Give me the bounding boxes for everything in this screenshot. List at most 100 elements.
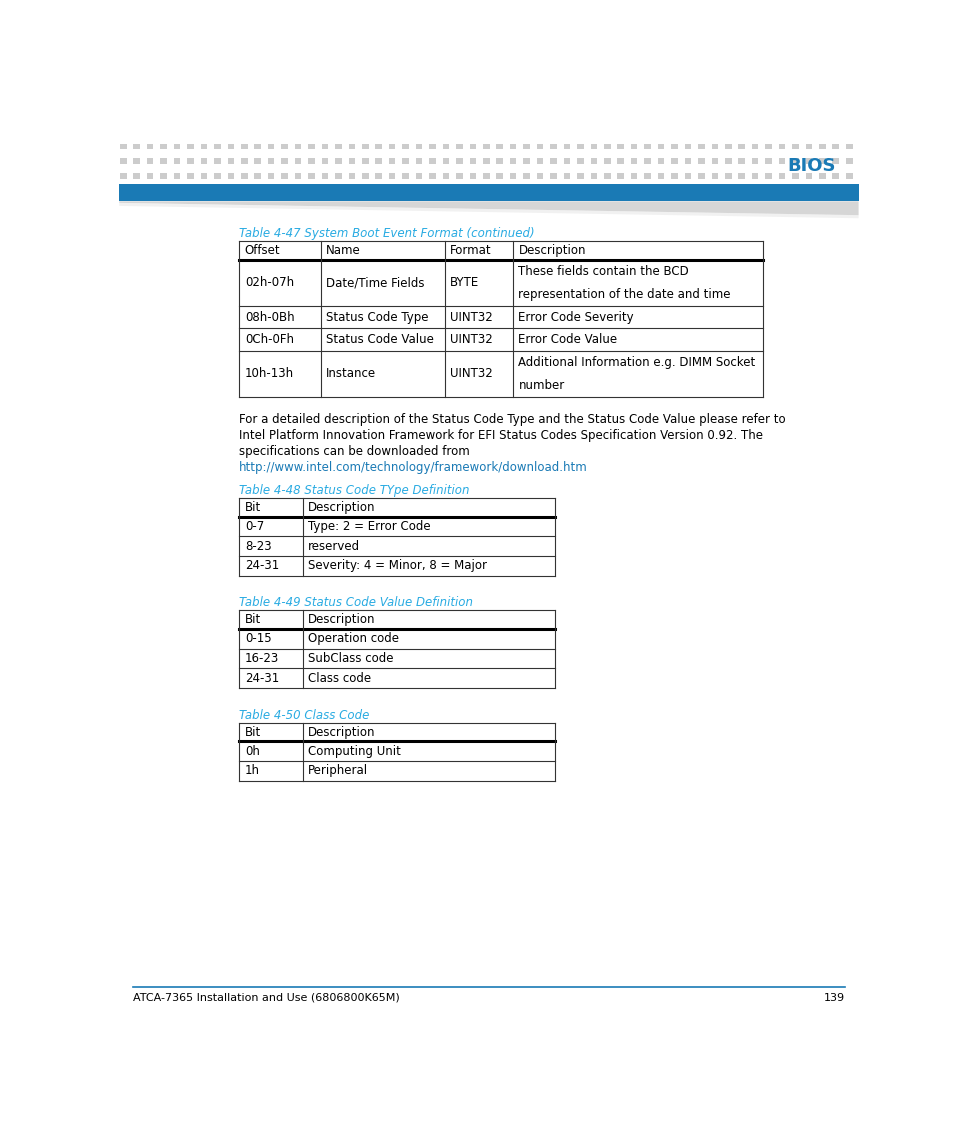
Bar bbox=[698, 173, 704, 179]
Bar bbox=[120, 173, 127, 179]
Text: For a detailed description of the Status Code Type and the Status Code Value ple: For a detailed description of the Status… bbox=[239, 413, 785, 426]
Text: Operation code: Operation code bbox=[308, 632, 399, 646]
Text: UINT32: UINT32 bbox=[450, 368, 493, 380]
Bar bbox=[268, 143, 274, 149]
Bar bbox=[804, 173, 811, 179]
Bar bbox=[684, 158, 691, 164]
Bar bbox=[281, 143, 288, 149]
Text: Date/Time Fields: Date/Time Fields bbox=[326, 276, 424, 290]
Bar bbox=[845, 173, 852, 179]
Text: Error Code Severity: Error Code Severity bbox=[517, 310, 634, 324]
Bar bbox=[228, 173, 233, 179]
Bar bbox=[348, 143, 355, 149]
Bar bbox=[550, 143, 557, 149]
Bar bbox=[643, 143, 650, 149]
Bar bbox=[509, 173, 516, 179]
Bar bbox=[603, 143, 610, 149]
Text: representation of the date and time: representation of the date and time bbox=[517, 287, 730, 301]
Bar bbox=[429, 143, 436, 149]
Bar bbox=[200, 158, 207, 164]
Bar bbox=[537, 143, 543, 149]
Text: Table 4-48 Status Code TYpe Definition: Table 4-48 Status Code TYpe Definition bbox=[239, 484, 470, 497]
Bar bbox=[147, 158, 153, 164]
Text: 0h: 0h bbox=[245, 744, 259, 758]
Bar bbox=[603, 158, 610, 164]
Bar bbox=[684, 173, 691, 179]
Bar bbox=[294, 173, 301, 179]
Bar bbox=[213, 173, 220, 179]
Text: Bit: Bit bbox=[245, 500, 261, 514]
Bar bbox=[845, 158, 852, 164]
Bar bbox=[294, 158, 301, 164]
Bar bbox=[416, 173, 422, 179]
Text: These fields contain the BCD: These fields contain the BCD bbox=[517, 266, 688, 278]
Bar bbox=[738, 143, 744, 149]
Bar bbox=[657, 173, 663, 179]
Bar bbox=[402, 158, 409, 164]
Text: 0-15: 0-15 bbox=[245, 632, 272, 646]
Bar bbox=[590, 173, 597, 179]
Bar bbox=[241, 143, 248, 149]
Bar bbox=[133, 173, 140, 179]
Bar bbox=[469, 158, 476, 164]
Text: Offset: Offset bbox=[245, 244, 280, 258]
Bar bbox=[751, 173, 758, 179]
Bar bbox=[348, 158, 355, 164]
Bar bbox=[671, 158, 677, 164]
Bar bbox=[469, 173, 476, 179]
Text: Status Code Type: Status Code Type bbox=[326, 310, 428, 324]
Bar bbox=[173, 143, 180, 149]
Text: Type: 2 = Error Code: Type: 2 = Error Code bbox=[308, 520, 431, 532]
Bar bbox=[375, 158, 381, 164]
Bar bbox=[590, 158, 597, 164]
Bar bbox=[160, 173, 167, 179]
Bar bbox=[335, 173, 341, 179]
Text: specifications can be downloaded from: specifications can be downloaded from bbox=[239, 445, 470, 458]
Text: 139: 139 bbox=[822, 993, 843, 1003]
Text: 8-23: 8-23 bbox=[245, 539, 272, 553]
Bar bbox=[348, 173, 355, 179]
Text: Table 4-49 Status Code Value Definition: Table 4-49 Status Code Value Definition bbox=[239, 597, 473, 609]
Bar bbox=[361, 143, 368, 149]
Bar bbox=[147, 173, 153, 179]
Bar bbox=[496, 173, 502, 179]
Bar bbox=[361, 158, 368, 164]
Text: Status Code Value: Status Code Value bbox=[326, 333, 434, 346]
Text: Instance: Instance bbox=[326, 368, 375, 380]
Text: http://www.intel.com/technology/framework/download.htm: http://www.intel.com/technology/framewor… bbox=[239, 460, 587, 474]
Bar bbox=[711, 158, 718, 164]
Bar bbox=[482, 173, 489, 179]
Bar bbox=[832, 173, 839, 179]
Text: 16-23: 16-23 bbox=[245, 652, 279, 665]
Bar bbox=[657, 158, 663, 164]
Text: Table 4-47 System Boot Event Format (continued): Table 4-47 System Boot Event Format (con… bbox=[239, 228, 535, 240]
Bar bbox=[228, 158, 233, 164]
Text: Name: Name bbox=[326, 244, 360, 258]
Bar bbox=[550, 173, 557, 179]
Bar bbox=[416, 158, 422, 164]
Bar bbox=[657, 143, 663, 149]
Bar bbox=[550, 158, 557, 164]
Bar bbox=[442, 143, 449, 149]
Text: Peripheral: Peripheral bbox=[308, 765, 368, 777]
Bar bbox=[268, 173, 274, 179]
Text: Intel Platform Innovation Framework for EFI Status Codes Specification Version 0: Intel Platform Innovation Framework for … bbox=[239, 429, 762, 442]
Bar bbox=[321, 143, 328, 149]
Bar bbox=[630, 143, 637, 149]
Text: reserved: reserved bbox=[308, 539, 360, 553]
Text: Description: Description bbox=[308, 726, 375, 739]
Bar bbox=[200, 173, 207, 179]
Bar bbox=[523, 143, 529, 149]
Bar bbox=[751, 158, 758, 164]
Text: UINT32: UINT32 bbox=[450, 310, 493, 324]
Bar bbox=[845, 143, 852, 149]
Bar bbox=[294, 143, 301, 149]
Bar bbox=[791, 143, 798, 149]
Bar bbox=[819, 173, 824, 179]
Bar bbox=[778, 143, 784, 149]
Bar bbox=[133, 143, 140, 149]
Bar bbox=[617, 143, 623, 149]
Bar bbox=[133, 158, 140, 164]
Bar bbox=[523, 158, 529, 164]
Bar bbox=[200, 143, 207, 149]
